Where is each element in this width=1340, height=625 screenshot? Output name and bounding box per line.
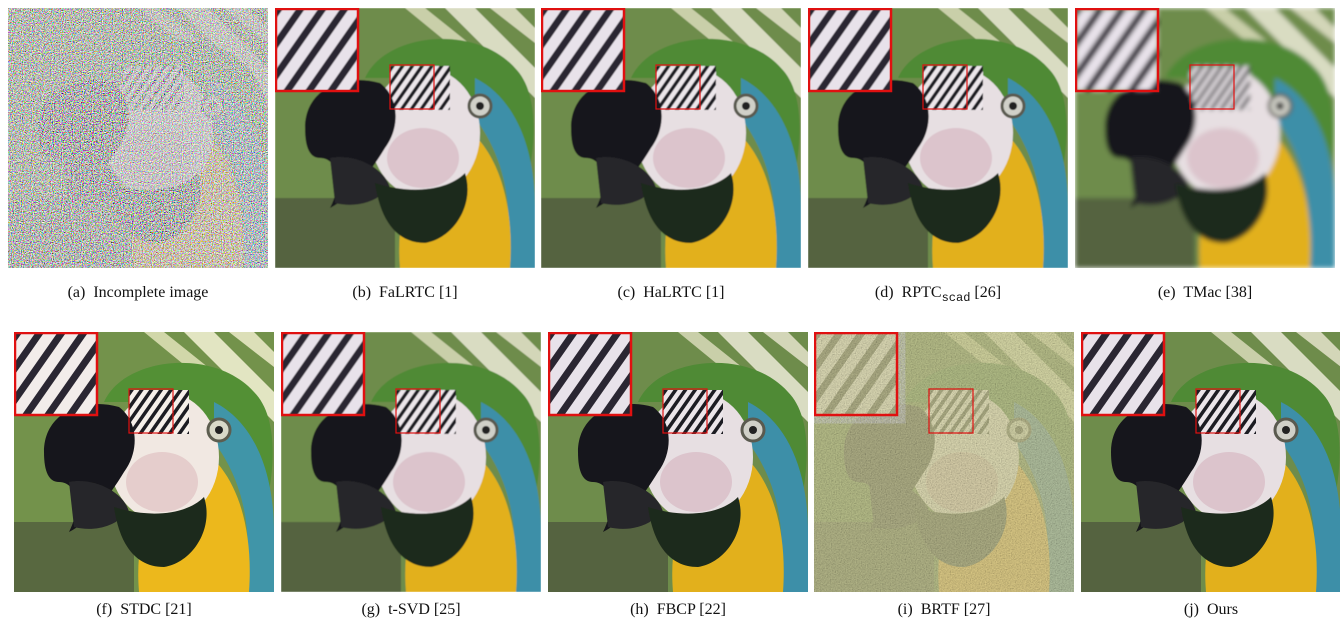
caption-text: HaLRTC [1]: [643, 284, 724, 301]
parrot: [8, 8, 268, 268]
figure: {"figure": {"panels": [ {"label": "(a)",…: [0, 0, 1340, 625]
inset-content: [282, 333, 364, 415]
caption-label: (b): [352, 284, 371, 301]
zoom-inset: [1082, 333, 1164, 415]
zoom-inset: [1076, 9, 1158, 91]
result-image: [548, 332, 808, 592]
zoom-inset: [542, 9, 624, 91]
result-image: [281, 332, 541, 592]
caption-text: Incomplete image: [93, 284, 208, 301]
inset-content: [1076, 9, 1158, 91]
caption-text: FBCP [22]: [657, 601, 726, 618]
inset-content: [809, 9, 891, 91]
caption: (d) RPTCscad [26]: [788, 284, 1088, 305]
caption-subscript: scad: [942, 291, 971, 305]
caption-text: STDC [21]: [120, 601, 192, 618]
caption: (h) FBCP [22]: [528, 601, 828, 619]
zoom-inset: [549, 333, 631, 415]
result-image: [1075, 8, 1335, 268]
caption-text: FaLRTC [1]: [379, 284, 458, 301]
caption-label: (i): [898, 601, 913, 618]
caption: (f) STDC [21]: [0, 601, 294, 619]
result-image: [1081, 332, 1340, 592]
inset-content: [815, 333, 897, 415]
caption-label: (d): [875, 284, 894, 301]
caption: (b) FaLRTC [1]: [255, 284, 555, 302]
inset-content: [549, 333, 631, 415]
zoom-inset: [282, 333, 364, 415]
zoom-inset: [15, 333, 97, 415]
inset-content: [276, 9, 358, 91]
caption: (j) Ours: [1061, 601, 1340, 619]
caption: (i) BRTF [27]: [794, 601, 1094, 619]
parrot-shape: [8, 8, 268, 268]
caption-label: (c): [617, 284, 635, 301]
caption-label: (g): [361, 601, 380, 618]
inset-content: [542, 9, 624, 91]
caption: (e) TMac [38]: [1055, 284, 1340, 302]
zoom-inset: [809, 9, 891, 91]
caption-label: (f): [96, 601, 112, 618]
caption-text: t-SVD [25]: [388, 601, 460, 618]
caption: (c) HaLRTC [1]: [521, 284, 821, 302]
caption-text: BRTF [27]: [921, 601, 991, 618]
result-image: [275, 8, 535, 268]
caption-text: TMac [38]: [1183, 284, 1252, 301]
result-image: [8, 8, 268, 268]
caption-text: Ours: [1207, 601, 1238, 618]
caption-text: RPTC: [902, 284, 942, 301]
caption-label: (j): [1184, 601, 1199, 618]
caption-label: (h): [630, 601, 649, 618]
zoom-inset: [276, 9, 358, 91]
caption-reference: [26]: [974, 284, 1001, 301]
result-image: [541, 8, 801, 268]
result-image: [808, 8, 1068, 268]
caption-label: (a): [68, 284, 86, 301]
caption: (a) Incomplete image: [0, 284, 288, 302]
caption: (g) t-SVD [25]: [261, 601, 561, 619]
inset-content: [1082, 333, 1164, 415]
inset-content: [15, 333, 97, 415]
result-image: [814, 332, 1074, 592]
result-image: [14, 332, 274, 592]
caption-label: (e): [1158, 284, 1176, 301]
zoom-inset: [815, 333, 897, 415]
